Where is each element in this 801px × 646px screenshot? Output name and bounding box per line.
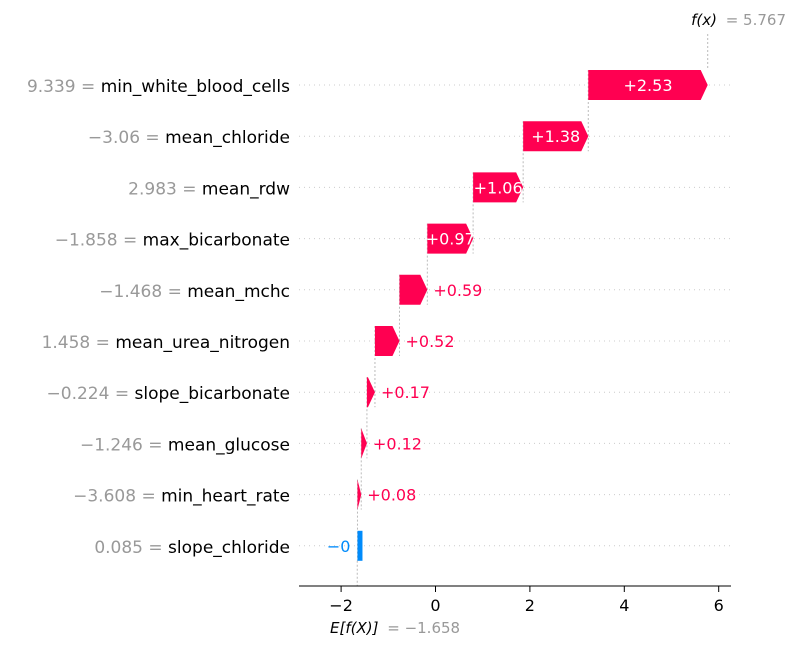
feature-value: 1.458 = (42, 333, 116, 353)
x-tick-label: 0 (430, 596, 440, 615)
feature-value: 9.339 = (27, 77, 101, 97)
contribution-bar (361, 428, 367, 459)
feature-label: −1.858 = max_bicarbonate (55, 231, 290, 251)
contribution-bar (366, 377, 375, 408)
feature-label: 2.983 = mean_rdw (128, 179, 290, 199)
base-value: = −1.658 (387, 619, 460, 637)
feature-label: −0.224 = slope_bicarbonate (47, 384, 290, 404)
feature-value: −0.224 = (47, 384, 135, 404)
feature-name: mean_chloride (165, 128, 290, 148)
contribution-bar (357, 530, 363, 561)
x-tick-label: 4 (619, 596, 629, 615)
contribution-bar (374, 326, 400, 356)
feature-name: mean_glucose (168, 435, 290, 455)
contribution-bar (427, 223, 474, 254)
output-value: = 5.767 (726, 11, 786, 29)
base-value-label: E[f(X)] = −1.658 (330, 619, 460, 637)
contribution-bar (588, 70, 708, 100)
contribution-label: −0 (327, 537, 351, 556)
feature-label: 1.458 = mean_urea_nitrogen (42, 333, 290, 353)
x-tick-label: −2 (329, 596, 353, 615)
contribution-bar (399, 274, 428, 305)
feature-name: mean_urea_nitrogen (115, 333, 290, 353)
output-value-label: f(x) = 5.767 (691, 11, 786, 29)
contribution-bar (473, 172, 524, 203)
feature-name: slope_chloride (168, 538, 290, 558)
output-label: f(x) (691, 11, 717, 29)
feature-value: −3.608 = (73, 487, 161, 507)
feature-label: −1.246 = mean_glucose (80, 435, 290, 455)
feature-value: −1.468 = (99, 282, 187, 302)
feature-value: 0.085 = (94, 538, 168, 558)
feature-value: −1.246 = (80, 435, 168, 455)
feature-value: 2.983 = (128, 179, 202, 199)
feature-label: −3.608 = min_heart_rate (73, 487, 290, 507)
contribution-bar (357, 479, 362, 510)
contribution-label: +1.06 (474, 178, 523, 197)
contribution-label: +0.12 (373, 434, 422, 453)
feature-name: min_white_blood_cells (101, 77, 290, 97)
feature-label: −1.468 = mean_mchc (99, 282, 290, 302)
contribution-label: +2.53 (623, 76, 672, 95)
feature-name: mean_mchc (187, 282, 290, 302)
feature-label: −3.06 = mean_chloride (88, 128, 290, 148)
contribution-label: +1.38 (531, 127, 580, 146)
feature-value: −1.858 = (55, 231, 143, 251)
x-axis-ticks: −2 0 2 4 6 (329, 586, 724, 615)
feature-label: 9.339 = min_white_blood_cells (27, 77, 290, 97)
feature-labels: 9.339 = min_white_blood_cells −3.06 = mea… (27, 77, 290, 558)
row-gridlines (299, 84, 731, 547)
contribution-labels: +2.53 +1.38 +1.06 +0.97 +0.59 +0.52 +0.17 +0.12… (327, 76, 673, 556)
contribution-bars (357, 70, 708, 561)
contribution-label: +0.97 (426, 230, 475, 249)
feature-name: min_heart_rate (161, 487, 290, 507)
feature-name: slope_bicarbonate (134, 384, 290, 404)
contribution-label: +0.52 (405, 332, 454, 351)
x-tick-label: 2 (525, 596, 535, 615)
contribution-label: +0.59 (433, 281, 482, 300)
feature-label: 0.085 = slope_chloride (94, 538, 290, 558)
contribution-label: +0.08 (367, 486, 416, 505)
feature-value: −3.06 = (88, 128, 165, 148)
feature-name: mean_rdw (202, 179, 290, 199)
contribution-label: +0.17 (381, 383, 430, 402)
contribution-bar (523, 121, 589, 152)
base-label: E[f(X)] (330, 619, 379, 637)
x-tick-label: 6 (714, 596, 724, 615)
feature-name: max_bicarbonate (143, 231, 290, 251)
